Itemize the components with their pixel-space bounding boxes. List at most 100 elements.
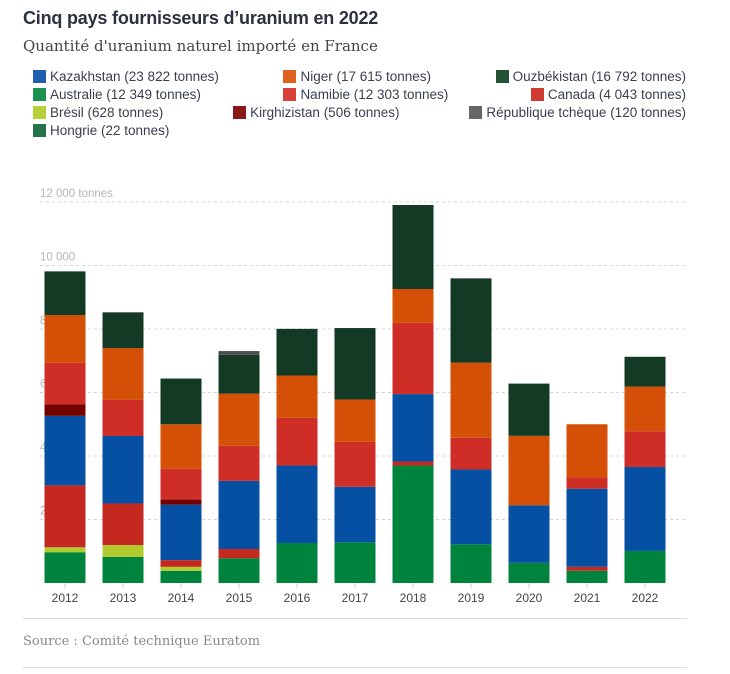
chart-subtitle: Quantité d'uranium naturel importé en Fr… (23, 37, 378, 55)
source-note: Source : Comité technique Euratom (23, 634, 261, 649)
bar-segment-ouzb-kistan (624, 356, 666, 387)
bar-segment-r-publique-tch-que (218, 351, 260, 355)
bar-segment-canada (218, 549, 260, 559)
bar-segment-namibie (624, 431, 666, 467)
bar-segment-australie (160, 570, 202, 583)
bar-segment-niger (160, 424, 202, 469)
legend-item: Namibie (12 303 tonnes) (283, 85, 448, 103)
legend-item: Kazakhstan (23 822 tonnes) (33, 67, 219, 85)
x-tick-label: 2014 (168, 591, 195, 605)
bar-segment-kazakhstan (334, 486, 376, 543)
bar-segment-namibie (160, 468, 202, 500)
bar-segment-namibie (276, 417, 318, 466)
bar-segment-australie (276, 542, 318, 583)
bar-segment-niger (218, 393, 260, 446)
legend-item: Australie (12 349 tonnes) (33, 85, 201, 103)
bar-segment-niger (508, 435, 550, 506)
legend-swatch (469, 105, 483, 119)
bar-segment-australie (102, 556, 144, 583)
legend-label: République tchèque (120 tonnes) (486, 104, 686, 120)
legend-item: Ouzbékistan (16 792 tonnes) (495, 67, 686, 85)
legend-label: Ouzbékistan (16 792 tonnes) (512, 68, 686, 84)
legend-label: Kirghizistan (506 tonnes) (250, 104, 400, 120)
x-tick-label: 2017 (342, 591, 369, 605)
legend-swatch (33, 123, 46, 137)
bar-segment-namibie (566, 477, 608, 489)
bar-segment-australie (508, 562, 550, 583)
bar-segment-australie (218, 558, 260, 583)
chart-title: Cinq pays fournisseurs d’uranium en 2022 (23, 8, 379, 28)
bar-segment-niger (276, 375, 318, 418)
bar-segment-kazakhstan (508, 505, 550, 563)
divider (23, 667, 687, 668)
legend-item: Canada (4 043 tonnes) (530, 85, 686, 103)
legend-swatch (233, 105, 247, 119)
bar-segment-namibie (102, 399, 144, 436)
legend-swatch (33, 105, 46, 119)
bar-segment-br-sil (160, 566, 202, 571)
bar-segment-kazakhstan (392, 394, 434, 462)
x-tick-label: 2019 (458, 591, 485, 605)
bar-segment-australie (334, 542, 376, 583)
bar-segment-kazakhstan (160, 504, 202, 561)
x-tick-label: 2013 (110, 591, 137, 605)
legend-swatch (33, 69, 46, 83)
x-tick-label: 2018 (400, 591, 427, 605)
legend-label: Canada (4 043 tonnes) (547, 86, 686, 102)
bar-segment-ouzb-kistan (276, 328, 318, 376)
bar-segment-ouzb-kistan (44, 271, 86, 316)
y-tick-label: 10 000 (40, 252, 75, 264)
bar-segment-kazakhstan (624, 466, 666, 551)
legend-item: Niger (17 615 tonnes) (283, 67, 431, 85)
bar-segment-niger (450, 362, 492, 438)
legend-swatch (283, 69, 297, 83)
y-tick-label: 12 000 tonnes (40, 188, 113, 200)
bar-segment-ouzb-kistan (334, 328, 376, 400)
bar-segment-canada (160, 560, 202, 567)
bar-segment-kazakhstan (218, 480, 260, 550)
legend-swatch (495, 69, 509, 83)
bar-segment-namibie (218, 445, 260, 481)
legend-swatch (283, 87, 297, 101)
x-tick-label: 2012 (52, 591, 79, 605)
bar-segment-kazakhstan (276, 465, 318, 543)
bar-segment-niger (566, 424, 608, 478)
legend-label: Namibie (12 303 tonnes) (300, 86, 449, 102)
bar-segment-australie (450, 544, 492, 583)
x-tick-label: 2020 (516, 591, 543, 605)
bar-segment-ouzb-kistan (102, 312, 144, 349)
bar-segment-br-sil (102, 545, 144, 557)
bar-segment-ouzb-kistan (450, 278, 492, 363)
bar-segment-canada (566, 566, 608, 571)
bar-segment-kazakhstan (450, 469, 492, 545)
legend-label: Australie (12 349 tonnes) (50, 86, 201, 102)
bar-segment-niger (624, 386, 666, 432)
bar-segment-br-sil (44, 547, 86, 553)
bar-segment-kazakhstan (566, 488, 608, 567)
legend-swatch (33, 87, 46, 101)
legend-item: République tchèque (120 tonnes) (469, 103, 686, 121)
bar-segment-niger (334, 399, 376, 442)
legend-row: Australie (12 349 tonnes) Namibie (12 303… (33, 85, 686, 103)
bar-segment-canada (102, 503, 144, 546)
bar-segment-australie (624, 550, 666, 583)
legend-label: Hongrie (22 tonnes) (50, 122, 170, 138)
legend-item: Hongrie (22 tonnes) (33, 121, 169, 139)
divider (23, 618, 687, 619)
legend-item: Kirghizistan (506 tonnes) (233, 103, 400, 121)
legend-label: Kazakhstan (23 822 tonnes) (50, 68, 219, 84)
x-tick-label: 2022 (632, 591, 659, 605)
bar-segment-kirghizistan (160, 499, 202, 505)
bar-segment-namibie (44, 362, 86, 405)
legend-row: Hongrie (22 tonnes) (33, 121, 686, 139)
bar-segment-namibie (334, 441, 376, 487)
bar-segment-ouzb-kistan (160, 378, 202, 425)
bar-segment-australie (44, 552, 86, 583)
bar-segment-kazakhstan (102, 435, 144, 504)
legend-row: Brésil (628 tonnes) Kirghizistan (506 ton… (33, 103, 686, 121)
legend-item: Brésil (628 tonnes) (33, 103, 163, 121)
bar-segment-ouzb-kistan (508, 383, 550, 436)
legend-row: Kazakhstan (23 822 tonnes) Niger (17 615 … (33, 67, 686, 85)
bar-segment-ouzb-kistan (218, 354, 260, 394)
